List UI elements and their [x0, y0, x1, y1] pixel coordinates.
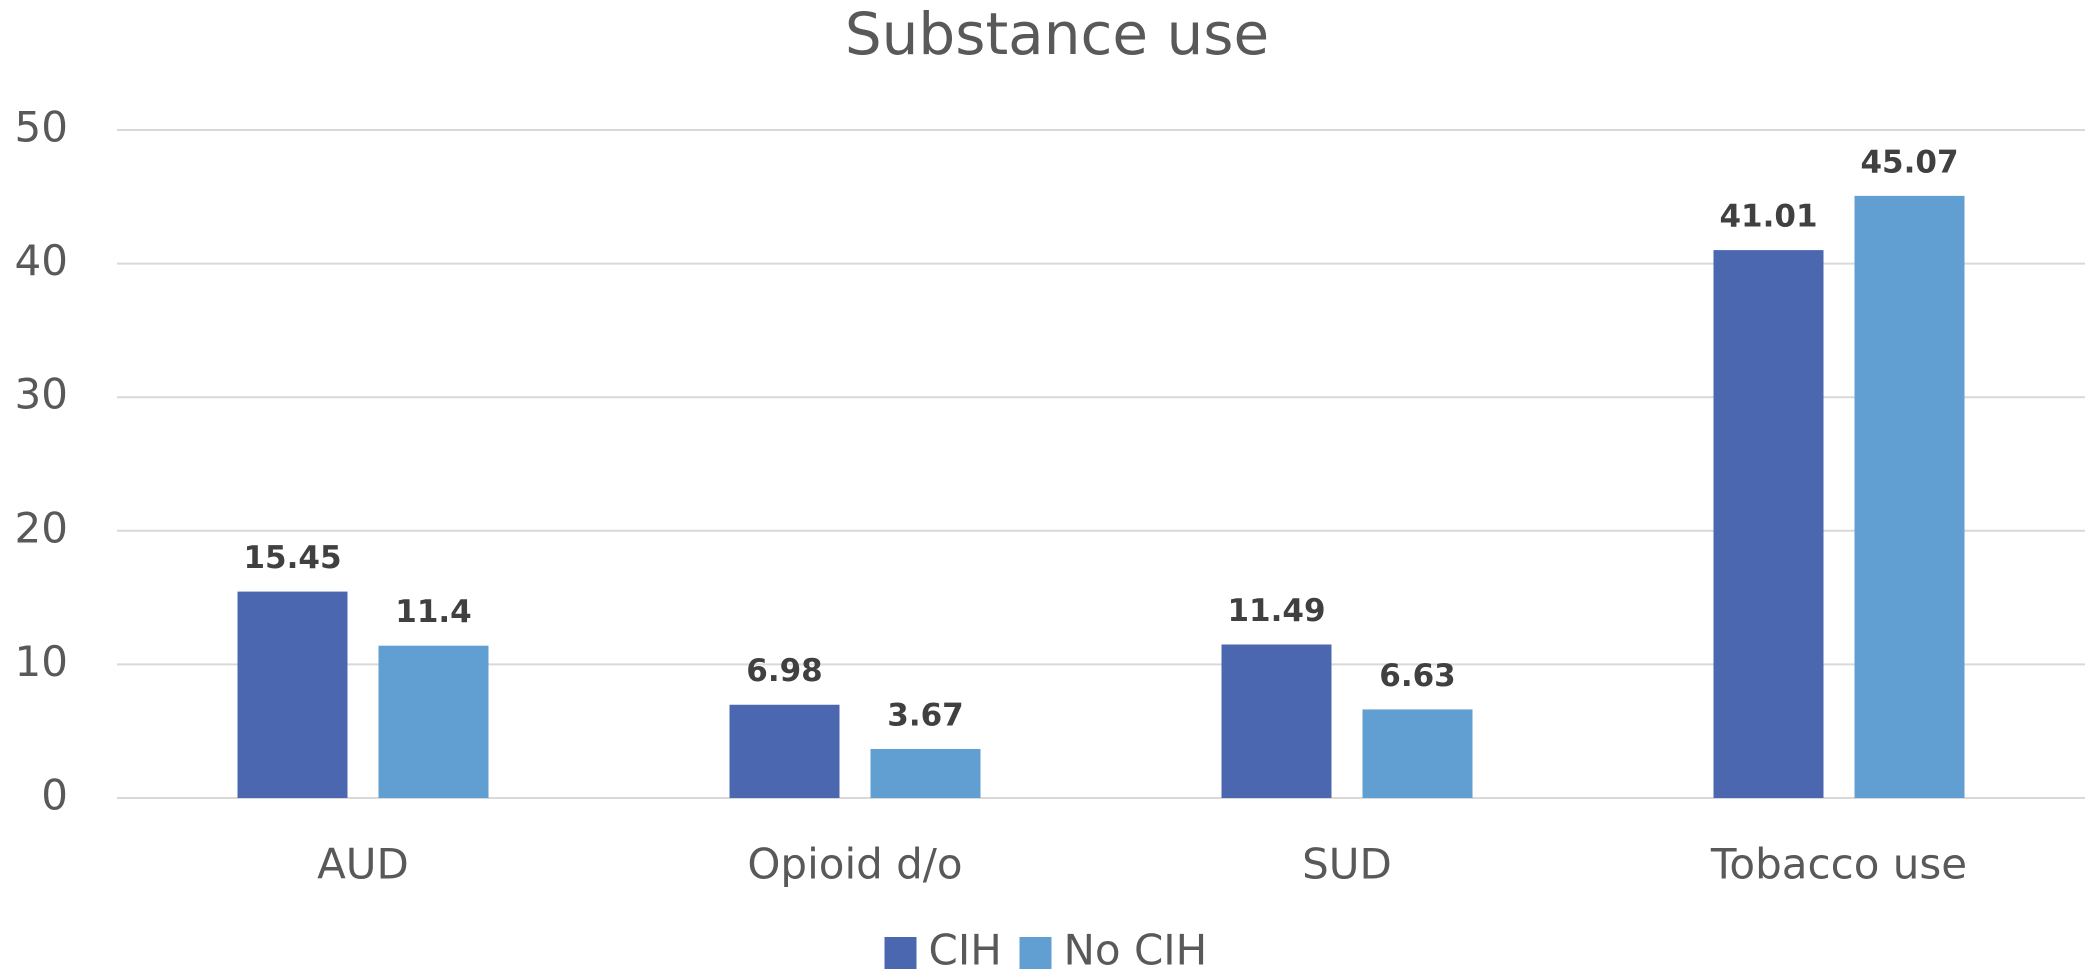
data-label: 6.63 — [1379, 658, 1456, 694]
y-tick-label: 40 — [15, 236, 68, 285]
data-label: 11.49 — [1227, 593, 1325, 629]
data-label: 6.98 — [746, 653, 823, 689]
bar — [729, 704, 840, 798]
y-tick-label: 30 — [15, 370, 68, 419]
y-tick-label: 10 — [15, 637, 68, 686]
legend-label: No CIH — [1064, 926, 1208, 973]
bar — [237, 591, 348, 798]
bar — [1854, 195, 1965, 798]
bar — [378, 645, 489, 798]
data-label: 3.67 — [887, 697, 964, 733]
data-label: 11.4 — [395, 594, 472, 630]
bar — [1221, 644, 1332, 798]
bar — [1713, 250, 1824, 799]
x-tick-label: SUD — [1302, 840, 1392, 889]
legend-swatch — [1019, 937, 1052, 969]
chart-title: Substance use — [845, 0, 1269, 68]
bar — [1362, 709, 1473, 798]
x-tick-label: Tobacco use — [1710, 840, 1967, 889]
x-tick-label: AUD — [317, 840, 409, 889]
bar — [870, 748, 981, 798]
data-label: 15.45 — [243, 540, 341, 576]
legend-label: CIH — [929, 926, 1002, 973]
y-tick-label: 50 — [15, 103, 68, 152]
y-tick-label: 20 — [15, 503, 68, 552]
y-tick-label: 0 — [41, 771, 68, 820]
legend-swatch — [884, 937, 917, 969]
x-tick-label: Opioid d/o — [747, 840, 962, 889]
data-label: 41.01 — [1719, 199, 1817, 235]
data-label: 45.07 — [1860, 144, 1958, 180]
